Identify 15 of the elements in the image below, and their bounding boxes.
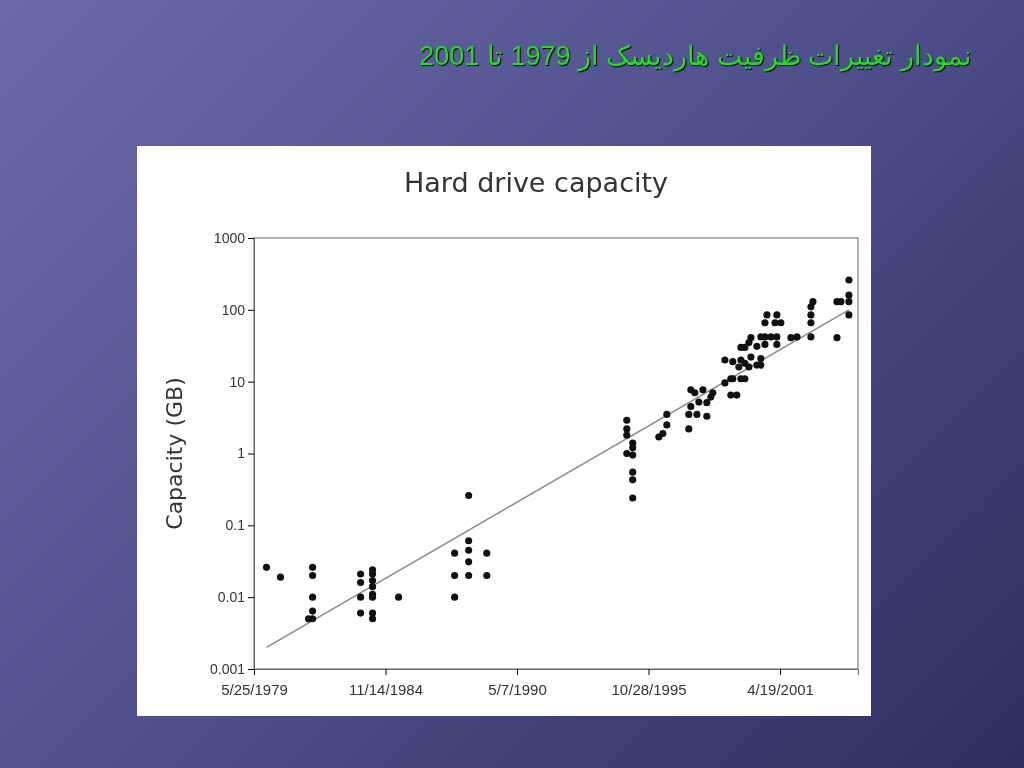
x-tick-label: 10/28/1995 [611, 680, 687, 698]
x-tick-label: 5/25/1979 [221, 680, 288, 698]
y-axis-title: Capacity (GB) [162, 377, 187, 530]
y-tick-label: 0.01 [217, 589, 246, 606]
x-tick-label: 4/19/2001 [747, 680, 814, 698]
y-tick-label: 100 [221, 301, 246, 318]
chart-title: نمودار تغییرات ظرفیت هاردیسک از 1979 تا 2001 [418, 40, 972, 72]
y-tick-label: 1 [237, 445, 246, 462]
y-tick-label: 0.1 [225, 517, 246, 534]
x-tick-label: 5/7/1990 [488, 680, 547, 698]
x-tick-label: 11/14/1984 [349, 680, 423, 698]
chart-subtitle: Hard drive capacity [403, 167, 669, 198]
y-tick-label: 1000 [213, 229, 246, 246]
y-tick-label: 0.001 [209, 660, 246, 677]
y-tick-label: 10 [229, 373, 246, 390]
